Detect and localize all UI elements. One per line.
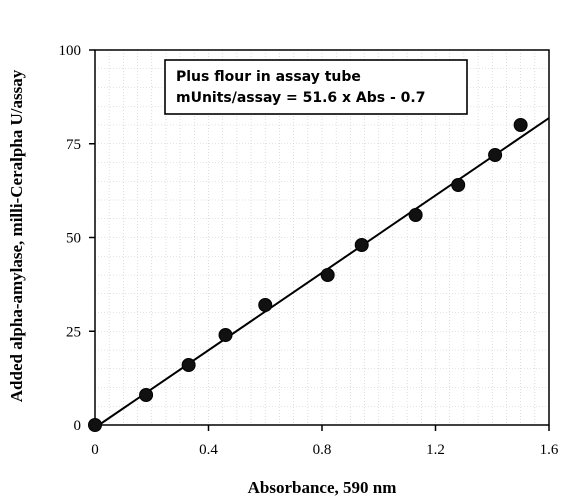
data-point [354,238,369,252]
data-points [88,118,528,432]
data-point [320,268,335,282]
data-point [139,388,154,402]
y-axis-label: Added alpha-amylase, milli-Ceralpha U/as… [7,69,26,402]
annotation-frame [164,59,468,115]
x-tick-label: 1.2 [426,442,445,458]
annotation-line-2: mUnits/assay = 51.6 x Abs - 0.7 [176,90,425,106]
x-axis-label: Absorbance, 590 nm [248,478,397,497]
data-point [88,418,102,432]
data-point [181,358,196,372]
x-tick-label: 0 [91,442,99,458]
y-tick-label: 50 [66,231,81,247]
axis-ticks: 0 0.4 0.8 1.2 1.6 0 25 50 75 100 [59,43,559,458]
x-tick-label: 0.8 [313,442,332,458]
x-tick-label: 0.4 [199,442,218,458]
y-tick-label: 100 [59,43,82,59]
annotation-box: Plus flour in assay tube mUnits/assay = … [164,59,468,115]
x-tick-label: 1.6 [540,442,559,458]
y-tick-label: 0 [74,418,82,434]
data-point [451,178,466,192]
data-point [258,298,273,312]
y-tick-label: 75 [66,137,81,153]
data-point [488,148,503,162]
data-point [513,118,528,132]
data-point [408,208,423,222]
y-tick-label: 25 [66,324,81,340]
data-point [218,328,233,342]
annotation-line-1: Plus flour in assay tube [176,69,361,85]
